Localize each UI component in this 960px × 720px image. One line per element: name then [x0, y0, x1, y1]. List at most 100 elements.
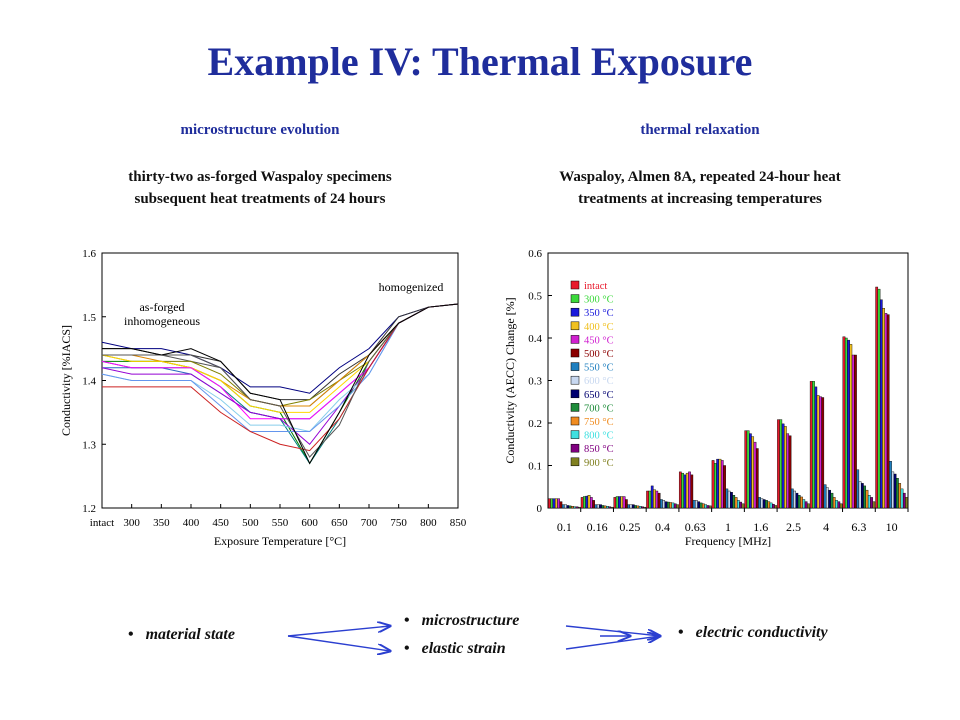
bar	[751, 436, 755, 509]
bar	[636, 505, 640, 509]
bar	[795, 492, 799, 509]
legend-swatch	[570, 375, 580, 385]
x-axis-label: Frequency [MHz]	[685, 534, 771, 548]
legend-swatch	[570, 335, 580, 344]
bar	[767, 501, 771, 509]
series-line-5	[102, 303, 459, 465]
bar	[889, 461, 892, 509]
series-line-9	[101, 303, 459, 413]
arrow-to-elastic-strain	[287, 635, 390, 651]
bar	[882, 308, 885, 509]
series-line-6	[101, 303, 459, 465]
bar	[580, 497, 584, 509]
bar	[772, 503, 775, 509]
bullet-icon: •	[404, 640, 410, 657]
bar	[695, 500, 698, 509]
bar	[858, 481, 862, 509]
bar	[835, 500, 838, 509]
right-chart-caption: Waspaloy, Almen 8A, repeated 24-hour hea…	[480, 166, 920, 210]
bar	[615, 496, 619, 509]
elastic-strain-label: elastic strain	[421, 640, 506, 657]
bullet-icon: •	[128, 626, 134, 643]
bar	[819, 396, 822, 509]
plot-frame	[101, 252, 459, 509]
right-caption-line-1: Waspaloy, Almen 8A, repeated 24-hour hea…	[559, 169, 841, 185]
bar	[676, 504, 679, 509]
bar	[554, 498, 558, 509]
x-tick-label: 300	[123, 517, 140, 529]
bar	[577, 506, 581, 509]
bar	[681, 472, 684, 509]
series-line-16	[102, 303, 459, 465]
bar	[865, 489, 869, 509]
series-line-14	[102, 303, 459, 452]
right-caption-line-2: treatments at increasing temperatures	[578, 191, 822, 207]
y-axis-label: Conductivity (AECC) Change [%]	[503, 297, 517, 463]
bar	[678, 471, 682, 509]
bar	[631, 504, 635, 509]
bar	[599, 504, 602, 509]
electric-conductivity-item: • electric conductivity	[678, 624, 828, 642]
series-line-15	[102, 303, 459, 458]
bar	[762, 499, 766, 509]
bar	[809, 381, 813, 509]
bar	[739, 501, 742, 509]
legend-swatch	[570, 430, 580, 439]
bar	[625, 499, 628, 509]
x-axis-label: Exposure Temperature [°C]	[214, 534, 346, 548]
bar	[812, 381, 815, 509]
bar	[714, 463, 717, 509]
bar	[807, 503, 810, 509]
bar	[879, 299, 883, 509]
legend-label: 750 °C	[584, 417, 614, 428]
legend-label: 500 °C	[584, 349, 614, 360]
legend-label: 350 °C	[584, 308, 614, 319]
right-chart-heading: thermal relaxation	[640, 122, 760, 138]
bar	[646, 490, 649, 509]
left-chart-heading: microstructure evolution	[180, 122, 340, 138]
bar	[618, 496, 621, 509]
bar	[786, 433, 790, 509]
bar	[653, 489, 656, 509]
x-tick-label: 0.63	[685, 520, 706, 534]
series-line-12	[101, 303, 459, 433]
bar	[664, 501, 668, 509]
bar	[755, 448, 759, 509]
bar	[828, 489, 831, 509]
bar	[704, 504, 707, 509]
series-line-8	[102, 303, 459, 407]
bar	[765, 500, 768, 509]
x-tick-label: 700	[361, 517, 378, 529]
bar	[861, 483, 864, 509]
bar	[732, 495, 736, 509]
bar	[804, 501, 808, 509]
bar	[837, 501, 841, 509]
bullet-icon: •	[404, 612, 410, 629]
x-tick-label: 550	[272, 517, 289, 529]
bar	[800, 496, 803, 509]
legend-swatch	[570, 443, 580, 453]
legend-label: 850 °C	[584, 444, 614, 455]
bar	[711, 460, 715, 509]
x-tick-label: 0.25	[619, 520, 640, 534]
bar	[592, 500, 595, 509]
bar	[779, 419, 783, 509]
x-tick-label: 2.5	[786, 520, 801, 534]
series-line-4	[101, 303, 459, 407]
annotation-homogenized: homogenized	[379, 280, 444, 294]
bar	[641, 506, 644, 509]
series-line-2	[102, 303, 459, 401]
bar	[692, 500, 696, 509]
bar	[706, 505, 710, 509]
bar	[585, 495, 589, 509]
arrow-from-elastic-strain	[565, 636, 660, 650]
bar	[594, 504, 598, 509]
x-tick-label: 4	[823, 520, 829, 534]
bar	[571, 506, 574, 509]
bar	[671, 502, 675, 509]
bar	[877, 288, 881, 509]
y-tick-label: 1.4	[82, 376, 96, 388]
microstructure-label: microstructure	[421, 612, 520, 629]
bar	[685, 472, 689, 509]
x-tick-label: 600	[301, 517, 318, 529]
